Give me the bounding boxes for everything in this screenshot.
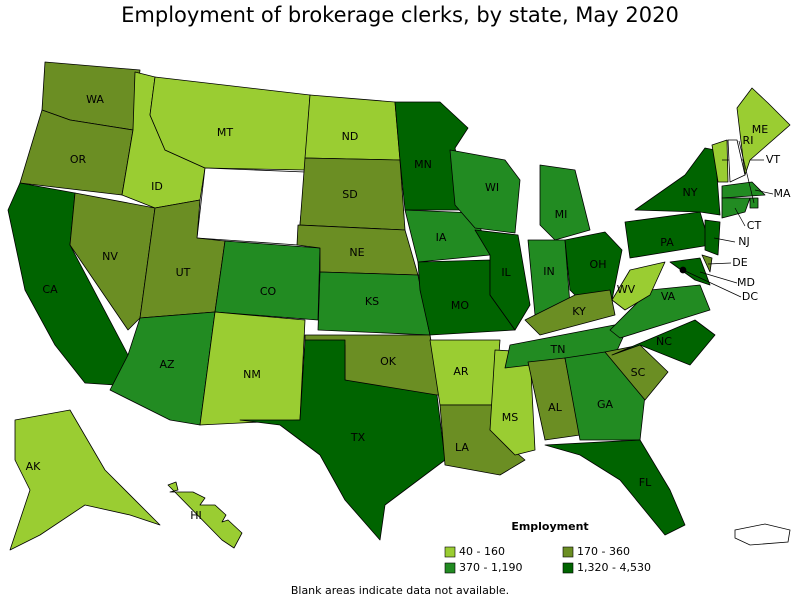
states: WA OR CA NV ID MT UT CO AZ NM ND SD NE KS OK TX MN IA MO AR… — [7, 61, 791, 551]
legend: 40 - 160 170 - 360 370 - 1,190 1,320 - 4,53… — [444, 545, 651, 574]
state-label: DC — [742, 290, 758, 303]
state-label: LA — [455, 441, 469, 454]
legend-label: 1,320 - 4,530 — [577, 561, 651, 574]
state-label: MT — [217, 126, 233, 139]
leader-line — [713, 237, 736, 243]
state — [611, 319, 716, 366]
state-label: HI — [190, 509, 202, 522]
state-label: SC — [631, 366, 646, 379]
state-label: OR — [70, 153, 87, 166]
legend-swatch — [562, 562, 574, 574]
legend-swatch — [444, 546, 456, 558]
puerto-rico — [734, 523, 791, 546]
state — [214, 240, 321, 321]
legend-label: 170 - 360 — [577, 545, 630, 558]
state-label: CA — [42, 283, 58, 296]
leader-line — [682, 269, 742, 298]
state-label: RI — [743, 134, 754, 147]
leader-line — [699, 271, 738, 284]
state-label: MO — [451, 299, 469, 312]
state — [721, 197, 751, 219]
state — [704, 219, 721, 256]
state — [239, 339, 446, 541]
state-label: WV — [617, 283, 636, 296]
state-label: SD — [342, 188, 357, 201]
footnote: Blank areas indicate data not available. — [291, 584, 509, 597]
leader-line — [734, 207, 746, 227]
state-label: ND — [342, 130, 359, 143]
state-label: ID — [151, 180, 163, 193]
state-label: IA — [436, 231, 447, 244]
legend-title: Employment — [511, 520, 588, 533]
state-label: MS — [502, 411, 518, 424]
state-label: KY — [572, 305, 586, 318]
legend-swatch — [562, 546, 574, 558]
state-label: GA — [597, 398, 614, 411]
state — [539, 164, 591, 241]
state-label: CT — [747, 219, 762, 232]
state-label: IL — [501, 266, 511, 279]
state — [196, 167, 306, 246]
state-label: WA — [86, 93, 104, 106]
state — [634, 147, 721, 216]
legend-swatch — [444, 562, 456, 574]
state-label: MD — [737, 276, 755, 289]
state-label: AK — [26, 460, 42, 473]
state-label: NJ — [738, 235, 749, 248]
state-label: UT — [176, 266, 191, 279]
legend-label: 40 - 160 — [459, 545, 505, 558]
state — [711, 139, 729, 183]
state — [721, 181, 766, 199]
state — [69, 192, 156, 331]
legend-label: 370 - 1,190 — [459, 561, 522, 574]
state — [167, 481, 243, 549]
state — [669, 257, 711, 286]
state-label: PA — [660, 236, 674, 249]
state-label: ME — [752, 123, 768, 136]
state — [624, 211, 711, 259]
state-label: MA — [773, 187, 790, 200]
state — [736, 87, 791, 176]
state-label: VT — [766, 153, 781, 166]
state — [449, 149, 521, 234]
map-title: Employment of brokerage clerks, by state… — [121, 3, 679, 27]
state-label: KS — [365, 295, 379, 308]
state-label: NV — [102, 250, 118, 263]
state — [611, 261, 666, 311]
state-label: VA — [661, 290, 676, 303]
state — [604, 344, 669, 401]
leader-line — [754, 189, 774, 195]
state — [474, 229, 531, 331]
state-label: NE — [349, 246, 364, 259]
state — [304, 94, 401, 161]
state — [9, 409, 161, 551]
state-label: AL — [548, 401, 563, 414]
state-label: NM — [243, 368, 261, 381]
state-label: NC — [656, 335, 672, 348]
state-label: WI — [485, 181, 499, 194]
state-label: TX — [350, 431, 366, 444]
state-label: TN — [550, 343, 566, 356]
state-label: NY — [683, 186, 698, 199]
state-label: IN — [543, 265, 554, 278]
state-label: MI — [555, 208, 568, 221]
leader-line — [738, 140, 755, 204]
state-label: MN — [414, 158, 432, 171]
state-label: AZ — [159, 358, 175, 371]
state-label: DE — [732, 256, 747, 269]
leader-line — [707, 262, 732, 265]
state-label: AR — [453, 365, 469, 378]
state — [544, 439, 686, 536]
state-label: OK — [380, 355, 397, 368]
state — [701, 254, 713, 273]
state-label: FL — [639, 476, 652, 489]
state-label: CO — [260, 285, 277, 298]
state-label: OH — [590, 258, 607, 271]
state — [524, 289, 616, 336]
